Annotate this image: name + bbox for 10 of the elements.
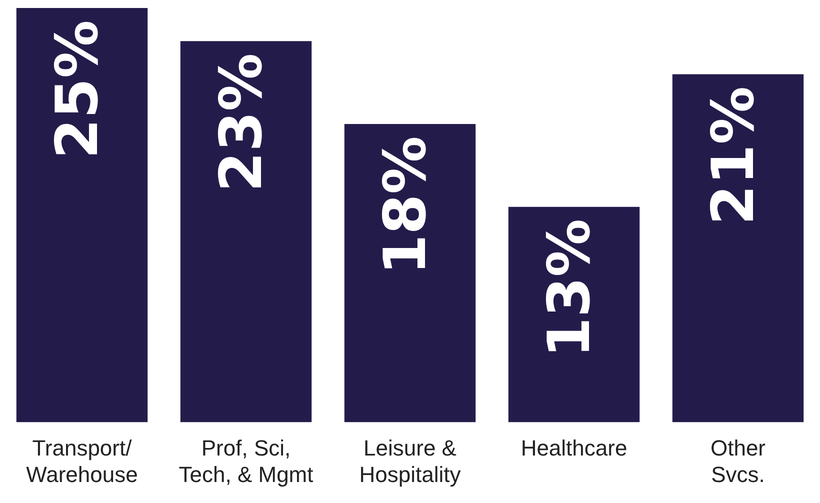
data-label: 23% (207, 53, 276, 192)
data-label: 13% (535, 218, 604, 358)
x-tick-label: Healthcare (520, 435, 628, 460)
x-tick-label: Other Svcs. (710, 435, 766, 487)
x-tick-label: Leisure & Hospitality (359, 435, 461, 487)
data-label: 21% (699, 86, 768, 226)
x-tick-label: Transport/ Warehouse (26, 435, 138, 487)
data-label: 18% (371, 136, 440, 275)
data-label: 25% (43, 20, 112, 159)
x-tick-label: Prof, Sci, Tech, & Mgmt (178, 435, 314, 487)
